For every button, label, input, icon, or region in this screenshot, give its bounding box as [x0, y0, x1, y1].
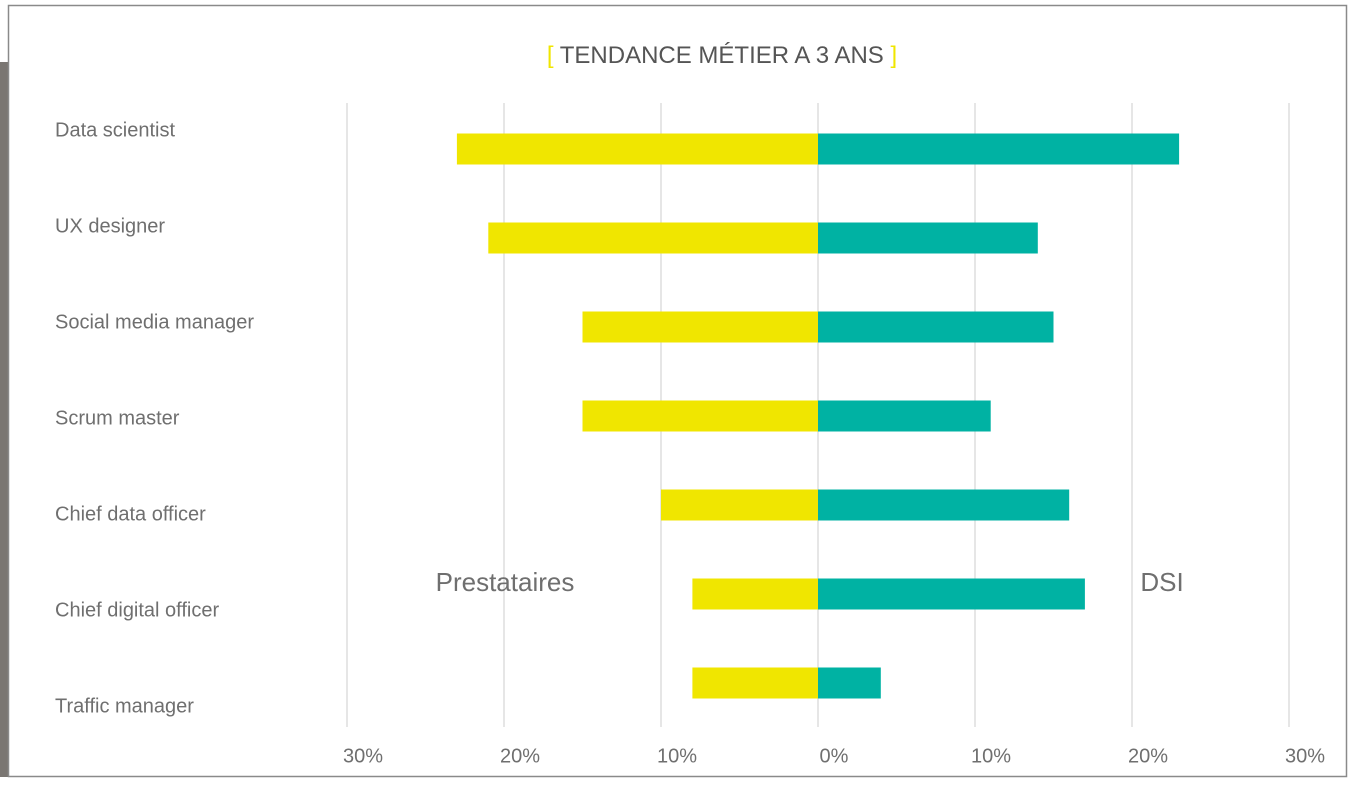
bar — [692, 667, 818, 699]
bar — [456, 133, 818, 165]
frame — [7, 4, 1348, 778]
y-tick-label: Scrum master — [55, 407, 180, 429]
x-tick-label: 30% — [343, 745, 383, 767]
title-bracket: ] — [891, 42, 898, 69]
bar — [582, 311, 818, 343]
bar — [818, 311, 1054, 343]
bar — [818, 133, 1180, 165]
x-tick-label: 30% — [1285, 745, 1325, 767]
x-tick-label: 0% — [820, 745, 849, 767]
x-tick-label: 20% — [1128, 745, 1168, 767]
legend-label: DSI — [1140, 567, 1183, 597]
y-tick-label: Chief data officer — [55, 503, 206, 525]
title-text: TENDANCE MÉTIER A 3 ANS — [560, 42, 884, 69]
x-tick-label: 10% — [657, 745, 697, 767]
y-tick-label: Social media manager — [55, 311, 254, 333]
bar — [818, 222, 1038, 254]
bar — [818, 667, 881, 699]
legend-label: Prestataires — [436, 567, 575, 597]
bar — [818, 489, 1070, 521]
y-tick-label: Data scientist — [55, 119, 175, 141]
title-bracket: [ — [547, 42, 554, 69]
chart-title: [ TENDANCE MÉTIER A 3 ANS ] — [547, 42, 897, 69]
bar — [692, 578, 818, 610]
x-tick-label: 10% — [971, 745, 1011, 767]
side-strip — [0, 62, 8, 777]
y-tick-label: UX designer — [55, 215, 165, 237]
y-tick-label: Traffic manager — [55, 695, 194, 717]
bar — [582, 400, 818, 432]
bar — [818, 400, 991, 432]
bar — [661, 489, 818, 521]
bar — [488, 222, 818, 254]
bar — [818, 578, 1085, 610]
y-tick-label: Chief digital officer — [55, 599, 220, 621]
x-tick-label: 20% — [500, 745, 540, 767]
